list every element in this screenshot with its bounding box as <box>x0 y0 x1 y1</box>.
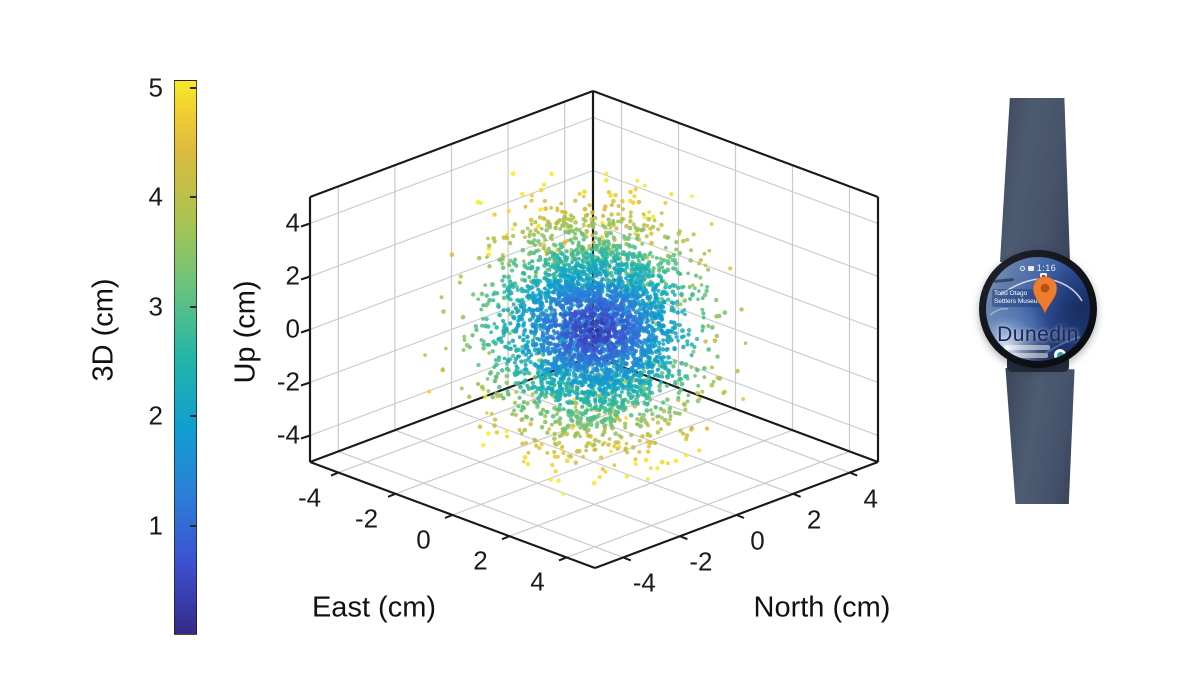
watch-face: 1:16 Toitū Otago Settlers Museum Dunedin <box>979 250 1097 368</box>
colorbar-tick-mark <box>190 524 196 527</box>
map-marker-chip <box>1040 273 1047 280</box>
watch-status-row: 1:16 <box>986 263 1090 273</box>
colorbar-tick-label: 1 <box>148 510 163 541</box>
colorbar <box>174 80 197 635</box>
east-tick-label: 0 <box>416 524 431 555</box>
up-tick-label: -4 <box>276 419 300 449</box>
up-tick-label: -2 <box>276 366 300 396</box>
up-tick-label: 0 <box>285 313 300 343</box>
watch-strap-bottom <box>1005 368 1075 504</box>
colorbar-tick-mark <box>190 196 196 199</box>
north-tick-label: 2 <box>806 504 822 535</box>
map-text-smudge <box>1004 345 1050 350</box>
watch-map-screen: 1:16 Toitū Otago Settlers Museum Dunedin <box>986 257 1090 361</box>
east-tick-label: 4 <box>530 566 545 597</box>
up-tick-label: 2 <box>285 260 300 290</box>
colorbar-tick-mark <box>190 86 196 89</box>
museum-map-label: Toitū Otago Settlers Museum <box>992 289 1045 308</box>
north-tick-label: -2 <box>689 546 713 577</box>
location-pin-icon <box>1032 275 1058 315</box>
east-tick-label: -2 <box>354 503 379 534</box>
east-axis-label: East (cm) <box>311 591 437 624</box>
map-text-smudge <box>1010 353 1048 358</box>
city-label: Dunedin <box>997 323 1079 346</box>
watch-time: 1:16 <box>1036 263 1057 273</box>
notification-dot-icon <box>1019 265 1025 271</box>
battery-icon <box>1027 265 1034 271</box>
north-tick-label: 4 <box>863 483 878 514</box>
colorbar-tick-label: 5 <box>148 72 163 103</box>
north-axis-label: North (cm) <box>753 591 891 624</box>
east-tick-label: -4 <box>297 482 322 513</box>
watch-strap-top <box>1000 98 1070 262</box>
compass-icon <box>1056 351 1064 359</box>
colorbar-tick-label: 4 <box>148 181 163 212</box>
colorbar-label: 3D (cm) <box>87 278 120 382</box>
colorbar-tick-mark <box>190 415 196 418</box>
east-tick-label: 2 <box>473 545 488 576</box>
up-axis-label: Up (cm) <box>229 280 262 384</box>
colorbar-tick-label: 3 <box>148 291 163 322</box>
up-tick-label: 4 <box>285 207 300 237</box>
smartwatch: 1:16 Toitū Otago Settlers Museum Dunedin <box>955 90 1145 520</box>
map-route-lines <box>989 278 1083 354</box>
colorbar-tick-label: 2 <box>148 400 163 431</box>
colorbar-tick-mark <box>190 305 196 308</box>
north-tick-label: 0 <box>750 525 765 556</box>
north-tick-label: -4 <box>632 567 656 598</box>
compass-button <box>1054 349 1066 361</box>
